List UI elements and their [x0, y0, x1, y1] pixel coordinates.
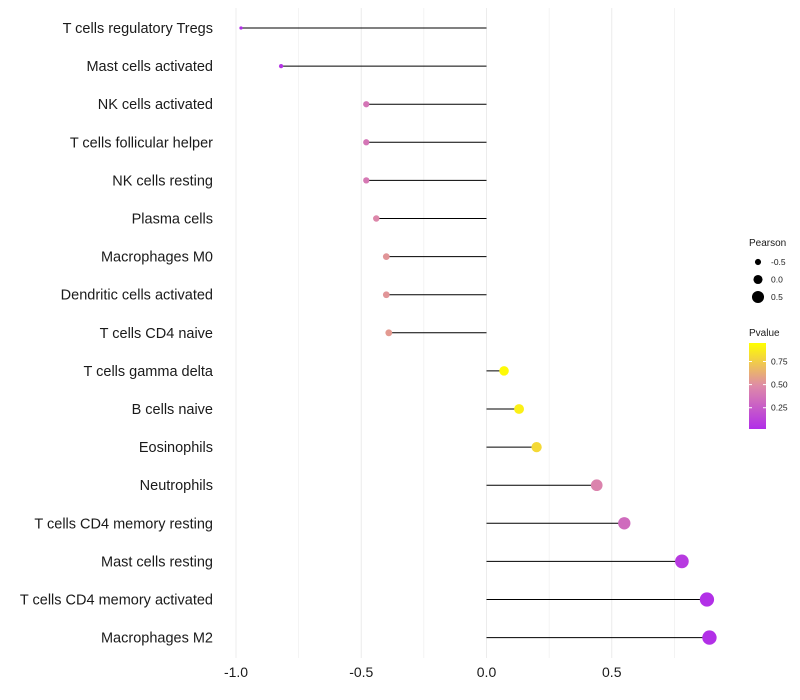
- x-axis-ticks: -1.0 -0.5 0.0 0.5: [224, 664, 622, 680]
- lollipop-point: [618, 517, 631, 530]
- size-legend-dot: [753, 274, 763, 285]
- category-label: T cells CD4 memory activated: [20, 593, 213, 609]
- lollipop-point: [373, 215, 380, 222]
- size-legend-label: 0.0: [771, 275, 783, 285]
- category-label: Eosinophils: [139, 440, 213, 456]
- lollipop-point: [531, 441, 542, 453]
- x-tick-label: 0.5: [602, 664, 622, 680]
- lollipop-point: [363, 177, 370, 184]
- category-labels: T cells regulatory Tregs Mast cells activ…: [20, 21, 214, 647]
- color-legend-label: 0.75: [771, 356, 788, 366]
- size-legend-dot: [754, 258, 762, 266]
- lollipop-point: [590, 479, 603, 492]
- size-legend-title: Pearson: [749, 238, 786, 249]
- lollipop-point: [675, 554, 689, 569]
- size-legend-dot: [751, 290, 765, 304]
- category-label: Plasma cells: [132, 212, 213, 228]
- category-label: NK cells activated: [98, 97, 213, 113]
- color-legend-label: 0.50: [771, 380, 788, 390]
- color-legend-title: Pvalue: [749, 328, 780, 339]
- legend: Pearson -0.5 0.0 0.5 Pvalue 0.75 0.50 0.25: [749, 238, 788, 429]
- category-label: Macrophages M2: [101, 631, 213, 647]
- lollipop-point: [702, 630, 717, 645]
- lollipop-point: [385, 329, 393, 337]
- category-label: Macrophages M0: [101, 250, 213, 266]
- lollipop-point: [699, 592, 715, 607]
- point-layer: [239, 26, 717, 645]
- lollipop-point: [278, 63, 284, 69]
- lollipop-point: [499, 366, 509, 376]
- category-label: T cells regulatory Tregs: [63, 21, 213, 37]
- color-legend-label: 0.25: [771, 403, 788, 413]
- segment-layer: [241, 27, 710, 639]
- category-label: T cells CD4 memory resting: [34, 516, 213, 532]
- category-label: Mast cells activated: [86, 59, 213, 75]
- category-label: B cells naive: [132, 402, 213, 418]
- category-label: T cells CD4 naive: [100, 326, 213, 342]
- size-legend-label: -0.5: [771, 257, 786, 267]
- category-label: Dendritic cells activated: [61, 288, 213, 304]
- lollipop-point: [382, 291, 390, 299]
- category-label: Neutrophils: [140, 478, 213, 494]
- category-label: Mast cells resting: [101, 554, 213, 570]
- lollipop-point: [363, 101, 370, 108]
- category-label: T cells gamma delta: [84, 364, 214, 380]
- lollipop-point: [514, 404, 524, 414]
- lollipop-point: [363, 139, 370, 146]
- x-tick-label: -1.0: [224, 664, 248, 680]
- category-label: T cells follicular helper: [70, 135, 213, 151]
- x-tick-label: -0.5: [349, 664, 373, 680]
- category-label: NK cells resting: [112, 173, 213, 189]
- lollipop-point: [382, 253, 390, 260]
- size-legend-label: 0.5: [771, 292, 783, 302]
- x-tick-label: 0.0: [477, 664, 497, 680]
- lollipop-point: [239, 26, 243, 30]
- color-legend-bar: [749, 343, 766, 429]
